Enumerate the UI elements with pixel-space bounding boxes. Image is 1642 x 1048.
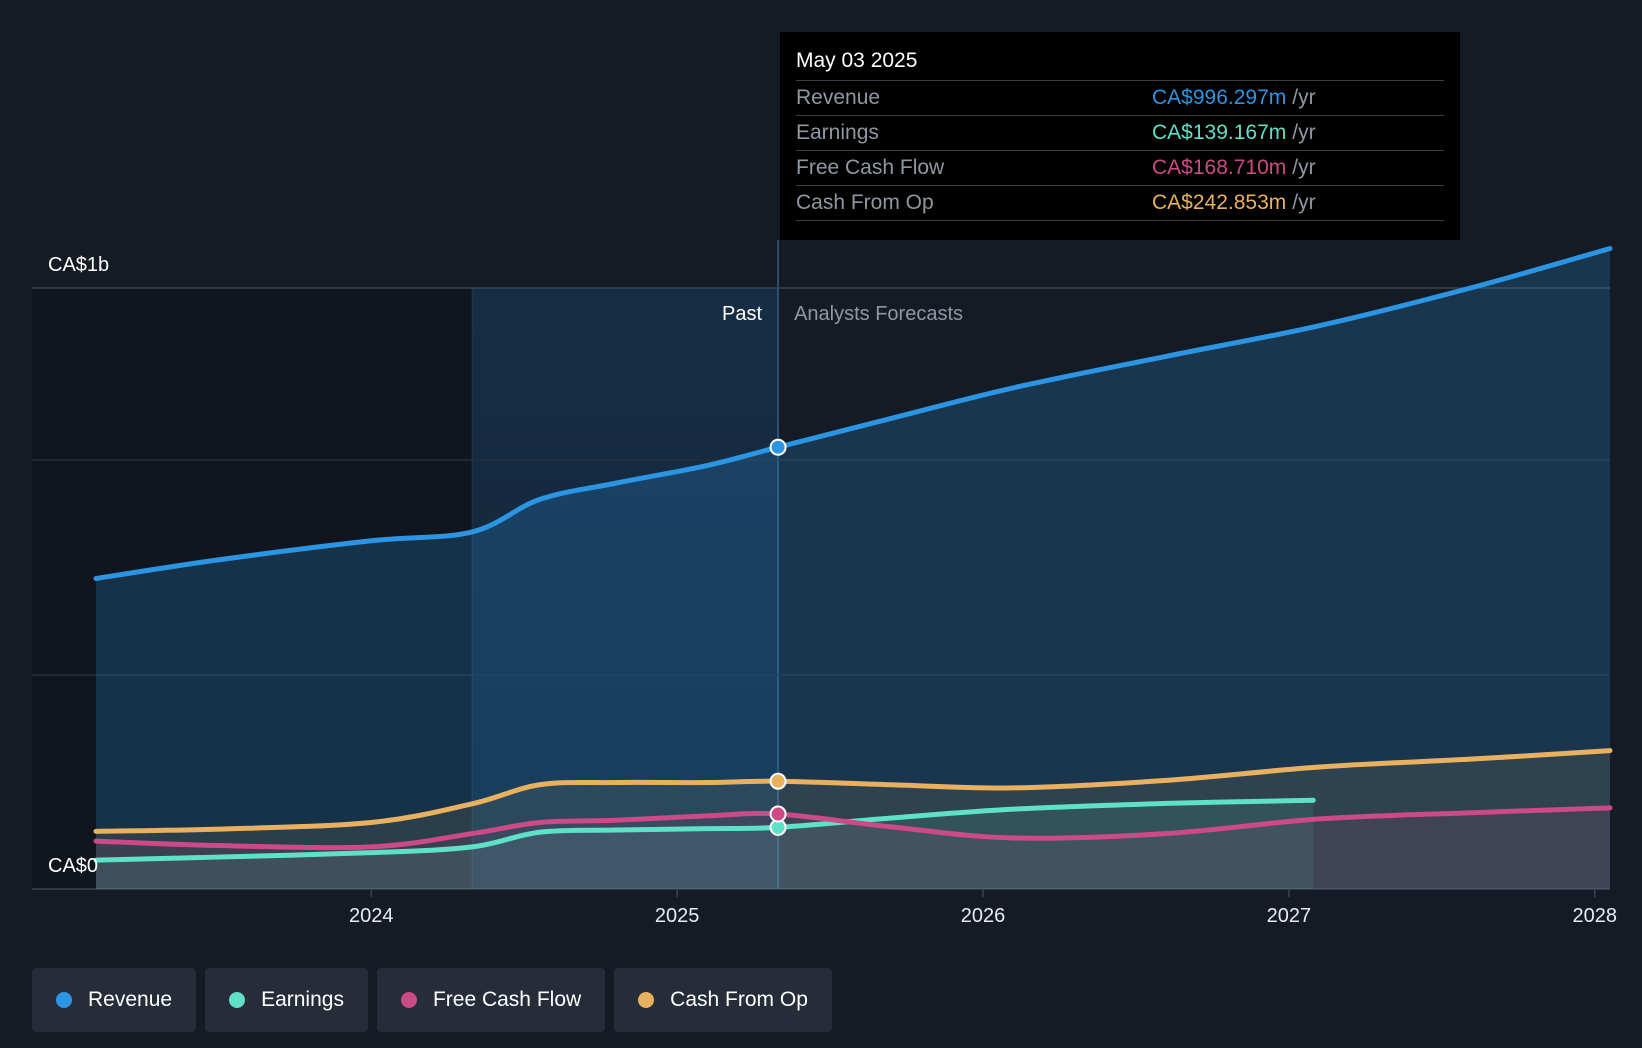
- period-label-forecast: Analysts Forecasts: [794, 303, 963, 325]
- tooltip-row-label: Earnings: [796, 121, 879, 144]
- revenue-marker: [769, 438, 787, 456]
- earnings-dot-icon: [229, 992, 246, 1008]
- legend-label: Free Cash Flow: [432, 988, 582, 1011]
- legend-label: Revenue: [88, 988, 173, 1011]
- y-label-bottom: CA$0: [48, 855, 98, 877]
- x-tick-label: 2024: [349, 905, 394, 927]
- chart: CA$1b CA$0 Past Analysts Forecasts 2024 2…: [32, 240, 1617, 927]
- tooltip-row-cash-from-op: Cash From Op CA$242.853m/yr: [796, 186, 1444, 221]
- legend-label: Cash From Op: [670, 988, 808, 1011]
- period-label-past: Past: [722, 303, 762, 325]
- y-label-top: CA$1b: [48, 254, 109, 276]
- tooltip-row-revenue: Revenue CA$996.297m/yr: [796, 81, 1444, 116]
- tooltip-row-label: Free Cash Flow: [796, 156, 945, 179]
- tooltip-row-value: CA$139.167m/yr: [1152, 121, 1316, 144]
- free-cash-flow-dot-icon: [400, 992, 417, 1008]
- tooltip-row-label: Cash From Op: [796, 191, 934, 214]
- tooltip-date: May 03 2025: [796, 46, 1444, 81]
- fcf-marker: [769, 805, 787, 823]
- revenue-dot-icon: [56, 992, 72, 1008]
- tooltip-row-value: CA$168.710m/yr: [1152, 156, 1316, 179]
- tooltip-row-free-cash-flow: Free Cash Flow CA$168.710m/yr: [796, 151, 1444, 186]
- legend-item-free-cash-flow[interactable]: Free Cash Flow: [376, 968, 606, 1032]
- x-tick-label: 2026: [961, 905, 1006, 927]
- cfo-marker: [769, 772, 787, 790]
- x-tick-label: 2028: [1572, 905, 1617, 927]
- tooltip-row-value: CA$996.297m/yr: [1152, 86, 1316, 109]
- legend: Revenue Earnings Free Cash Flow Cash Fro…: [32, 968, 832, 1032]
- earnings-line: [93, 797, 1316, 863]
- legend-item-earnings[interactable]: Earnings: [205, 968, 368, 1032]
- x-tick-label: 2025: [655, 905, 700, 927]
- cash-from-op-dot-icon: [638, 992, 655, 1008]
- tooltip-row-label: Revenue: [796, 86, 881, 109]
- x-tick-label: 2027: [1267, 905, 1312, 927]
- earnings-area: [96, 800, 1314, 889]
- tooltip-row-earnings: Earnings CA$139.167m/yr: [796, 116, 1444, 151]
- tooltip: May 03 2025 Revenue CA$996.297m/yr Earni…: [780, 32, 1460, 240]
- revenue-area: [96, 248, 1610, 890]
- legend-label: Earnings: [261, 988, 344, 1011]
- tooltip-row-value: CA$242.853m/yr: [1152, 191, 1316, 214]
- legend-item-cash-from-op[interactable]: Cash From Op: [614, 968, 832, 1032]
- legend-item-revenue[interactable]: Revenue: [32, 968, 197, 1032]
